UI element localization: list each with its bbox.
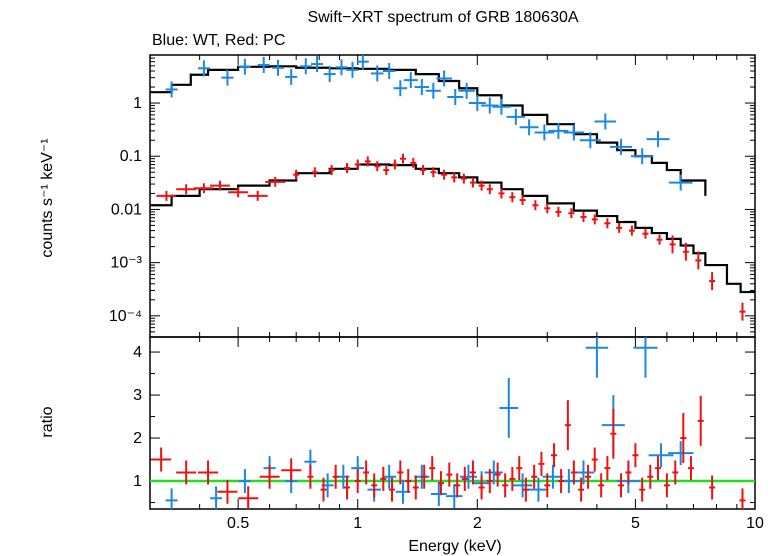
y-tick-label: 2 [133,430,142,447]
y-axis-label-ratio: ratio [39,406,56,437]
x-axis-label: Energy (keV) [408,538,501,555]
x-tick-label: 5 [631,515,640,532]
ratio-panel: 0.5 1 2 5 10 1 2 3 4 [133,336,764,532]
model-line-wt [150,65,707,196]
spectrum-panel: 1 0.1 0.01 10⁻³ 10⁻⁴ [109,54,756,338]
chart-title: Swift−XRT spectrum of GRB 180630A [307,9,578,26]
x-tick-label: 10 [746,515,764,532]
y-tick-label: 0.1 [120,148,142,165]
spectrum-plot-area [150,55,755,321]
y-tick-label: 1 [133,473,142,490]
y-tick-label: 10⁻⁴ [109,308,142,325]
y-tick-label: 1 [133,95,142,112]
x-tick-label: 2 [473,515,482,532]
ratio-plot-area [150,337,755,509]
y-tick-label: 3 [133,387,142,404]
x-tick-label: 0.5 [227,515,249,532]
ratio-frame [149,336,756,510]
y-axis-label-spectrum: counts s⁻¹ keV⁻¹ [39,138,56,257]
chart-subtitle: Blue: WT, Red: PC [152,32,285,49]
y-tick-label: 0.01 [111,201,142,218]
model-line-pc [150,163,755,294]
x-tick-label: 1 [353,515,362,532]
y-tick-label: 4 [133,344,142,361]
y-tick-label: 10⁻³ [110,255,142,272]
